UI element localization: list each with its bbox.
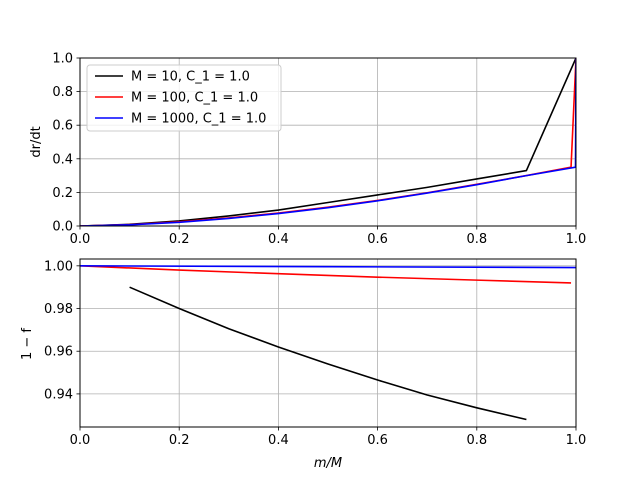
top-xtick-label: 0.0 xyxy=(70,232,91,247)
top-ytick-label: 0.8 xyxy=(52,85,73,100)
bottom-series-lines xyxy=(80,265,576,421)
bottom-xtick-label: 0.6 xyxy=(367,433,388,448)
bottom-subplot: 0.0 0.2 0.4 0.6 0.8 1.0 0.94 0.96 0.98 1.00 1 − f… xyxy=(20,258,586,471)
bottom-xtick-label: 1.0 xyxy=(566,433,587,448)
bottom-xtick-label: 0.8 xyxy=(466,433,487,448)
bottom-series-line-3 xyxy=(80,265,576,269)
top-ytick-label: 0.4 xyxy=(52,152,73,167)
top-ytick-label: 0.0 xyxy=(52,220,73,235)
legend-label-1: M = 10, C_1 = 1.0 xyxy=(131,70,250,85)
top-series-line-3 xyxy=(80,58,576,226)
top-axes-frame xyxy=(79,57,577,227)
legend-label-3: M = 1000, C_1 = 1.0 xyxy=(131,112,266,127)
bottom-series-line-2 xyxy=(80,265,572,284)
top-ytick-label: 1.0 xyxy=(52,52,73,67)
bottom-xtick-label: 0.4 xyxy=(268,433,289,448)
top-ticks: 0.0 0.2 0.4 0.6 0.8 1.0 0.0 0.2 0.4 0.6 0.8 1.0 xyxy=(52,52,586,248)
bottom-ytick-label: 1.00 xyxy=(44,259,73,274)
bottom-ylabel: 1 − f xyxy=(20,328,35,360)
bottom-xlabel: m/M xyxy=(314,456,342,471)
bottom-ytick-label: 0.94 xyxy=(44,387,73,402)
legend-box xyxy=(86,64,282,132)
top-series-lines xyxy=(80,58,576,226)
bottom-xtick-label: 0.0 xyxy=(70,433,91,448)
bottom-axes-frame xyxy=(79,258,577,428)
bottom-ticks: 0.0 0.2 0.4 0.6 0.8 1.0 0.94 0.96 0.98 1.00 xyxy=(44,259,586,448)
bottom-ytick-label: 0.96 xyxy=(44,345,73,360)
top-ytick-label: 0.6 xyxy=(52,119,73,134)
top-xtick-label: 1.0 xyxy=(566,232,587,247)
top-legend: M = 10, C_1 = 1.0 M = 100, C_1 = 1.0 M = 1… xyxy=(86,64,282,132)
top-xtick-label: 0.8 xyxy=(466,232,487,247)
top-ylabel: dr/dt xyxy=(29,126,44,157)
top-xtick-label: 0.2 xyxy=(169,232,190,247)
bottom-xtick-label: 0.2 xyxy=(169,433,190,448)
top-xtick-label: 0.6 xyxy=(367,232,388,247)
bottom-ytick-label: 0.98 xyxy=(44,302,73,317)
top-ytick-label: 0.2 xyxy=(52,186,73,201)
top-subplot: 0.0 0.2 0.4 0.6 0.8 1.0 0.0 0.2 0.4 0.6 0.8 1.0 dr/… xyxy=(29,52,586,248)
legend-label-2: M = 100, C_1 = 1.0 xyxy=(131,91,258,106)
bottom-series-line-1 xyxy=(129,286,527,421)
top-xtick-label: 0.4 xyxy=(268,232,289,247)
